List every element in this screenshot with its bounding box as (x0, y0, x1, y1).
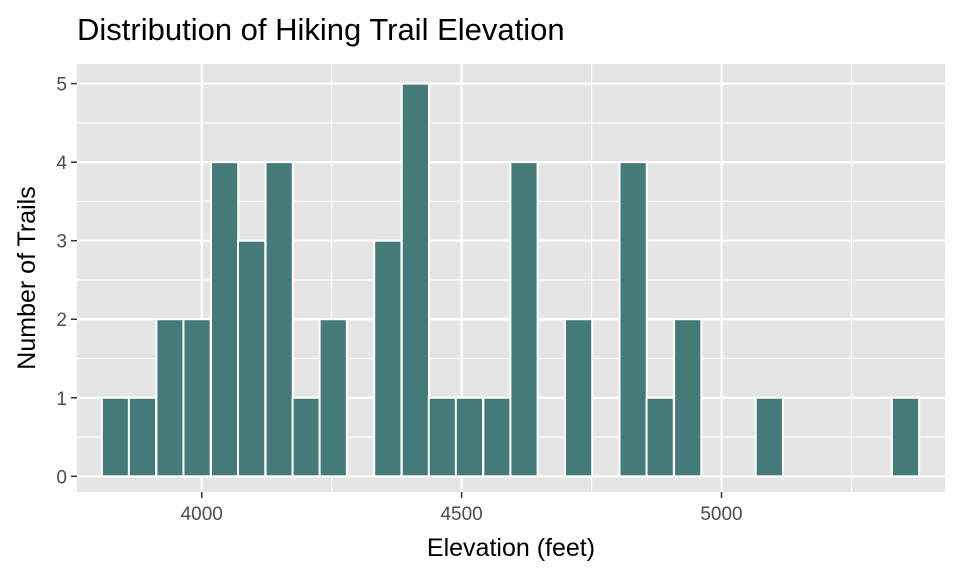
y-tick-label: 5 (56, 75, 67, 96)
histogram-bar (890, 396, 921, 478)
histogram-bar (673, 318, 703, 478)
histogram-bar (127, 396, 158, 478)
y-axis: 0 1 2 3 4 5 (56, 75, 77, 488)
histogram-bar (427, 396, 458, 478)
y-axis-title: Number of Trails (13, 186, 41, 369)
y-tick-label: 2 (56, 310, 67, 331)
x-tick-label: 4500 (440, 504, 482, 525)
histogram-bar (754, 396, 784, 478)
y-tick-label: 1 (56, 389, 67, 410)
histogram-bar (100, 396, 131, 478)
histogram-bar (482, 396, 512, 478)
histogram-bar (155, 318, 185, 478)
histogram-bar (645, 396, 675, 478)
y-tick-label: 0 (56, 467, 67, 488)
x-axis: 4000 4500 5000 (181, 492, 743, 525)
histogram-bar (182, 318, 212, 478)
histogram-bar (237, 239, 267, 478)
histogram-bar (454, 396, 485, 478)
chart-title: Distribution of Hiking Trail Elevation (77, 12, 565, 47)
histogram-bar (291, 396, 321, 478)
histogram-bars (100, 82, 921, 478)
histogram-bar (318, 318, 348, 478)
histogram-bar (563, 318, 594, 478)
histogram-bar (400, 82, 430, 478)
x-tick-label: 4000 (181, 504, 223, 525)
histogram-bar (618, 161, 648, 478)
histogram-bar (373, 239, 403, 478)
histogram-bar (509, 161, 539, 478)
x-tick-label: 5000 (700, 504, 742, 525)
x-axis-title: Elevation (feet) (427, 534, 595, 562)
histogram-bar (264, 161, 294, 478)
y-tick-label: 3 (56, 232, 67, 253)
histogram-bar (209, 161, 240, 478)
y-tick-label: 4 (56, 153, 67, 174)
